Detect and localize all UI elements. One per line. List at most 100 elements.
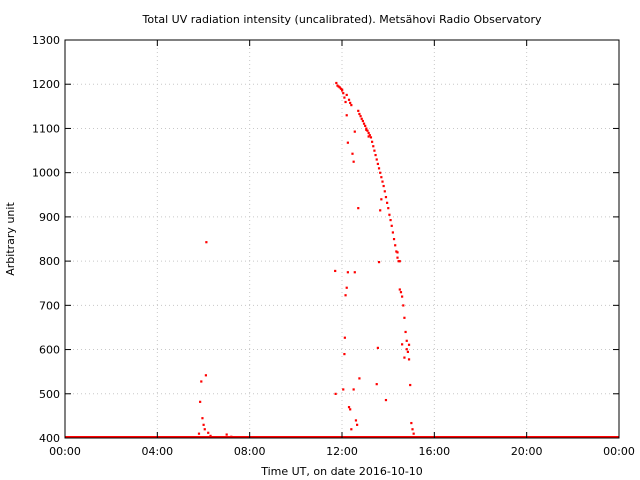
data-point	[353, 271, 356, 274]
data-point	[375, 158, 378, 161]
data-point	[367, 131, 370, 135]
data-point	[402, 304, 405, 307]
data-point	[356, 423, 359, 426]
data-point	[371, 140, 374, 143]
data-point	[339, 87, 343, 90]
data-point	[344, 294, 347, 297]
data-point	[205, 241, 208, 244]
data-point	[403, 316, 406, 319]
data-point	[403, 356, 406, 359]
x-tick-label: 12:00	[326, 445, 358, 458]
data-point	[411, 428, 414, 431]
data-point	[390, 224, 393, 227]
data-point	[395, 250, 398, 253]
data-point	[397, 260, 400, 263]
data-point	[386, 201, 389, 204]
y-tick-label: 500	[39, 388, 60, 401]
data-point	[353, 130, 356, 133]
data-point	[350, 104, 353, 107]
y-tick-label: 900	[39, 211, 60, 224]
data-point	[352, 160, 355, 163]
data-point	[345, 114, 348, 117]
data-point	[406, 350, 409, 353]
data-point	[368, 134, 371, 137]
data-point	[203, 428, 206, 431]
data-point	[343, 96, 346, 99]
data-point	[225, 433, 228, 436]
data-point	[383, 190, 386, 193]
grid-lines	[65, 40, 619, 438]
data-point	[374, 153, 377, 157]
plot-frame	[64, 39, 620, 439]
data-point	[362, 122, 366, 125]
data-point	[334, 392, 337, 395]
data-point	[384, 398, 388, 402]
data-point	[359, 115, 362, 118]
data-point	[347, 98, 351, 101]
data-point	[367, 135, 370, 138]
data-point	[358, 112, 361, 116]
data-point	[342, 388, 345, 391]
data-point	[409, 383, 412, 387]
data-point	[376, 346, 379, 349]
axis-ticks	[64, 39, 620, 439]
data-point	[407, 358, 411, 361]
data-point	[335, 81, 338, 85]
data-point	[369, 136, 373, 139]
data-point	[365, 127, 368, 130]
data-point	[358, 377, 361, 380]
x-tick-label: 00:00	[603, 445, 635, 458]
data-point	[379, 171, 382, 174]
data-point	[200, 380, 203, 383]
data-point	[376, 162, 379, 166]
data-point	[396, 251, 399, 254]
data-point	[209, 434, 212, 437]
data-point	[381, 180, 384, 183]
data-point	[344, 100, 347, 104]
data-point	[405, 339, 408, 342]
data-point	[391, 231, 394, 234]
data-point	[401, 343, 404, 346]
y-tick-label: 600	[39, 344, 60, 357]
data-point	[377, 167, 381, 170]
y-tick-label: 700	[39, 299, 60, 312]
x-axis-label: Time UT, on date 2016-10-10	[260, 465, 423, 478]
data-point	[202, 423, 205, 426]
data-point	[345, 93, 348, 97]
y-axis-label: Arbitrary unit	[4, 202, 17, 276]
data-point	[346, 271, 349, 274]
data-point	[379, 209, 382, 212]
data-point	[360, 117, 363, 120]
data-point	[230, 435, 233, 438]
data-point	[351, 152, 354, 155]
data-point	[365, 128, 368, 131]
data-point	[375, 383, 378, 386]
data-point	[394, 244, 397, 247]
data-point	[345, 286, 348, 289]
data-point	[199, 400, 202, 403]
data-point	[389, 218, 392, 222]
data-point	[201, 417, 204, 420]
data-point	[361, 119, 364, 123]
data-point	[398, 260, 401, 263]
data-point	[342, 92, 345, 95]
data-point	[377, 260, 381, 264]
x-tick-label: 08:00	[234, 445, 266, 458]
data-point	[388, 213, 391, 216]
data-point	[347, 406, 351, 409]
data-point	[382, 184, 385, 188]
x-tick-label: 04:00	[141, 445, 173, 458]
y-tick-labels: 400 500 600 700 800 900 1000 1100 1200 1300	[32, 34, 60, 445]
y-tick-label: 400	[39, 432, 60, 445]
data-point	[357, 109, 360, 112]
data-point	[364, 124, 367, 127]
data-point	[341, 88, 344, 91]
data-point	[384, 195, 388, 199]
data-point	[380, 198, 383, 201]
data-point	[346, 141, 349, 144]
data-point	[401, 295, 404, 298]
data-point	[343, 352, 346, 356]
data-point	[412, 432, 415, 435]
y-tick-label: 1100	[32, 122, 60, 135]
